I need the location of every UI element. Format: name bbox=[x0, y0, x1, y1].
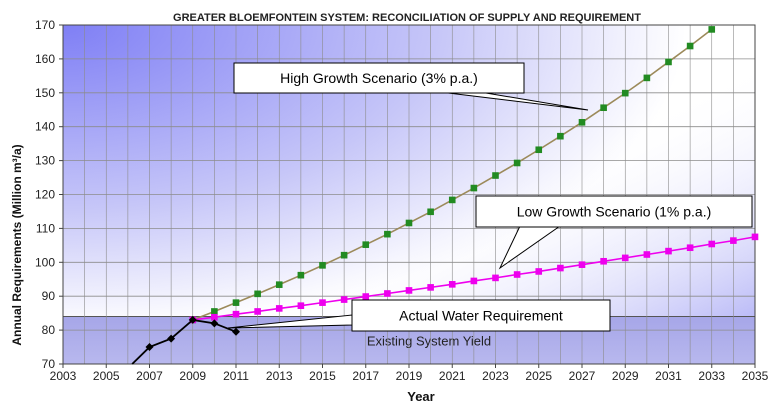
axis-layer: 70 80 90 100 110 120 130 140 150 160 170 2003 2005 20… bbox=[35, 18, 769, 383]
data-point bbox=[665, 58, 672, 66]
chart-title: GREATER BLOEMFONTEIN SYSTEM: RECONCILIAT… bbox=[173, 12, 641, 24]
x-tick-label: 2007 bbox=[136, 369, 163, 383]
data-point bbox=[297, 271, 305, 279]
data-point bbox=[470, 184, 478, 192]
data-point bbox=[211, 313, 218, 321]
data-point bbox=[405, 219, 413, 227]
data-point bbox=[535, 268, 543, 275]
y-tick-label: 140 bbox=[35, 120, 55, 134]
data-point bbox=[665, 247, 672, 255]
data-point bbox=[470, 277, 478, 285]
callout-actual-box bbox=[351, 299, 611, 332]
data-point bbox=[427, 208, 434, 216]
data-point bbox=[319, 299, 326, 306]
data-point bbox=[513, 159, 521, 167]
data-point bbox=[513, 271, 521, 278]
data-point bbox=[362, 241, 370, 248]
callout-high-box bbox=[233, 62, 525, 94]
data-point bbox=[708, 240, 716, 248]
y-tick-label: 120 bbox=[35, 188, 55, 202]
data-point bbox=[167, 334, 176, 343]
x-tick-label: 2015 bbox=[309, 369, 336, 383]
data-point bbox=[643, 74, 651, 82]
data-point bbox=[535, 146, 543, 154]
series-layer bbox=[131, 26, 759, 365]
callout-layer: High Growth Scenario (3% p.a.) Low Growth… bbox=[227, 62, 753, 332]
callout-high-label: High Growth Scenario (3% p.a.) bbox=[280, 70, 478, 86]
x-tick-label: 2029 bbox=[612, 369, 639, 383]
x-tick-label: 2031 bbox=[655, 369, 682, 383]
data-point bbox=[600, 104, 607, 112]
data-point bbox=[362, 293, 370, 300]
x-tick-label: 2023 bbox=[482, 369, 509, 383]
y-tick-label: 110 bbox=[36, 221, 55, 235]
data-point bbox=[621, 254, 629, 262]
callout-low-box bbox=[475, 195, 753, 228]
data-point bbox=[686, 42, 694, 50]
data-point bbox=[254, 308, 261, 315]
data-point bbox=[578, 261, 586, 268]
data-point bbox=[448, 281, 456, 288]
y-tick-label: 170 bbox=[35, 18, 55, 32]
data-point bbox=[384, 290, 391, 297]
data-point bbox=[730, 237, 737, 244]
data-point bbox=[254, 290, 261, 298]
data-point bbox=[557, 132, 564, 140]
data-point bbox=[405, 287, 413, 294]
x-tick-label: 2011 bbox=[223, 369, 249, 383]
x-tick-label: 2027 bbox=[569, 369, 596, 383]
x-tick-label: 2021 bbox=[439, 369, 466, 383]
data-point bbox=[211, 308, 218, 315]
data-point bbox=[427, 284, 434, 291]
x-tick-label: 2009 bbox=[179, 369, 206, 383]
data-point bbox=[340, 296, 348, 303]
x-tick-label: 2013 bbox=[266, 369, 293, 383]
x-tick-label: 2025 bbox=[525, 369, 552, 383]
callout-actual-label: Actual Water Requirement bbox=[399, 308, 563, 324]
callout-low-label: Low Growth Scenario (1% p.a.) bbox=[517, 204, 712, 220]
x-tick-label: 2035 bbox=[742, 369, 769, 383]
x-tick-label: 2019 bbox=[396, 369, 423, 383]
y-tick-label: 150 bbox=[35, 86, 55, 100]
data-point bbox=[275, 305, 283, 312]
y-tick-label: 90 bbox=[42, 289, 56, 303]
data-point bbox=[188, 315, 197, 324]
data-point bbox=[232, 327, 240, 336]
data-point bbox=[643, 251, 651, 258]
data-point bbox=[686, 244, 694, 252]
y-tick-label: 130 bbox=[35, 154, 55, 168]
x-tick-label: 2017 bbox=[352, 369, 379, 383]
x-tick-label: 2003 bbox=[50, 369, 77, 383]
y-tick-label: 70 bbox=[42, 357, 56, 371]
data-point bbox=[340, 251, 348, 259]
data-point bbox=[232, 310, 240, 318]
x-tick-label: 2033 bbox=[698, 369, 725, 383]
x-axis-label: Year bbox=[407, 389, 434, 404]
data-point bbox=[492, 172, 499, 179]
y-tick-label: 100 bbox=[35, 255, 55, 269]
y-tick-label: 80 bbox=[42, 323, 56, 337]
data-point bbox=[708, 26, 716, 33]
data-point bbox=[448, 196, 456, 204]
data-point bbox=[145, 343, 154, 352]
x-tick-label: 2005 bbox=[93, 369, 120, 383]
y-tick-label: 160 bbox=[35, 52, 55, 66]
data-point bbox=[319, 262, 326, 269]
data-point bbox=[492, 274, 499, 282]
data-point bbox=[557, 264, 564, 272]
series-line bbox=[131, 318, 237, 365]
data-point bbox=[600, 257, 607, 265]
yield-band-label: Existing System Yield bbox=[367, 333, 491, 348]
data-point bbox=[275, 281, 283, 288]
data-point bbox=[232, 299, 240, 306]
data-point bbox=[297, 302, 305, 309]
data-point bbox=[751, 233, 759, 241]
data-point bbox=[210, 319, 219, 328]
data-point bbox=[621, 89, 629, 97]
data-point bbox=[384, 230, 391, 238]
data-point bbox=[578, 118, 586, 126]
y-axis-label: Annual Requirements (Million m³/a) bbox=[10, 144, 24, 345]
